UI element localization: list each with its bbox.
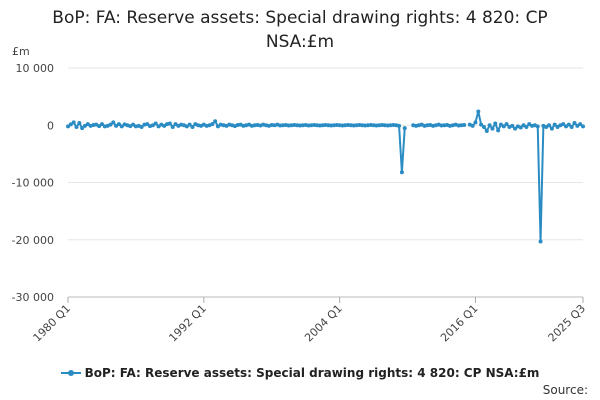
data-point	[581, 124, 585, 129]
y-tick-label: -30 000	[12, 291, 54, 304]
data-point	[473, 120, 478, 125]
data-point	[108, 122, 113, 127]
y-axis: 10 000 0 -10 000 -20 000 -30 000	[12, 62, 54, 304]
data-point	[479, 122, 484, 127]
data-point	[190, 124, 195, 129]
data-point	[470, 123, 475, 128]
series-points	[66, 109, 585, 244]
legend-label: BoP: FA: Reserve assets: Special drawing…	[84, 366, 540, 380]
data-point	[462, 122, 467, 127]
data-point	[496, 128, 501, 133]
chart-title-line-2: NSA:£m	[265, 32, 335, 52]
data-point	[170, 124, 175, 129]
data-point	[524, 124, 529, 129]
data-point	[119, 124, 124, 129]
data-point	[510, 123, 515, 128]
chart-title-line-1: BoP: FA: Reserve assets: Special drawing…	[52, 8, 548, 28]
data-point	[547, 123, 552, 128]
data-point	[402, 126, 407, 131]
data-point	[213, 119, 218, 124]
data-point	[513, 126, 518, 131]
data-point	[569, 124, 574, 129]
x-axis: 1980 Q1 1992 Q1 2004 Q1 2016 Q1 2025 Q3	[31, 297, 589, 345]
data-point	[561, 122, 566, 127]
data-point	[210, 122, 215, 127]
data-point	[397, 123, 402, 128]
data-point	[99, 122, 104, 127]
data-point	[535, 124, 540, 129]
data-point	[490, 126, 495, 131]
data-point	[484, 128, 489, 133]
x-tick-label: 2025 Q3	[546, 302, 589, 345]
data-point	[167, 121, 172, 126]
y-axis-label: £m	[12, 45, 30, 58]
y-tick-label: 0	[47, 119, 54, 132]
y-tick-label: -10 000	[12, 177, 54, 190]
data-point	[549, 126, 554, 131]
data-point	[538, 239, 543, 244]
data-point	[187, 122, 192, 127]
data-point	[399, 170, 404, 175]
data-point	[145, 122, 150, 127]
series-line	[67, 110, 584, 243]
legend-line-marker-icon	[60, 368, 81, 378]
series-line-segment	[67, 120, 406, 174]
x-tick-label: 2016 Q1	[438, 302, 481, 345]
source-label: Source:	[542, 383, 588, 397]
y-tick-label: 10 000	[16, 62, 55, 75]
data-point	[476, 109, 481, 114]
grid-lines	[68, 67, 583, 298]
data-point	[487, 123, 492, 128]
data-point	[97, 124, 102, 129]
data-point	[116, 122, 121, 127]
data-point	[493, 121, 498, 126]
x-tick-label: 2004 Q1	[302, 302, 345, 345]
data-point	[66, 124, 70, 129]
data-point	[80, 126, 85, 131]
data-point	[504, 122, 509, 127]
data-point	[481, 124, 486, 129]
data-point	[77, 120, 82, 125]
data-point	[552, 122, 557, 127]
data-point	[501, 124, 506, 129]
x-tick-label: 1992 Q1	[166, 302, 209, 345]
data-point	[111, 120, 116, 125]
data-point	[578, 122, 583, 127]
data-point	[518, 125, 523, 130]
data-point	[139, 124, 144, 129]
data-point	[74, 124, 79, 129]
data-point	[572, 120, 577, 125]
chart-title: BoP: FA: Reserve assets: Special drawing…	[0, 6, 600, 54]
x-tick-label: 1980 Q1	[31, 302, 74, 345]
data-point	[153, 121, 158, 126]
data-point	[71, 120, 76, 125]
legend[interactable]: BoP: FA: Reserve assets: Special drawing…	[0, 366, 600, 380]
data-point	[68, 122, 73, 127]
data-point	[566, 122, 571, 127]
y-tick-label: -20 000	[12, 234, 54, 247]
